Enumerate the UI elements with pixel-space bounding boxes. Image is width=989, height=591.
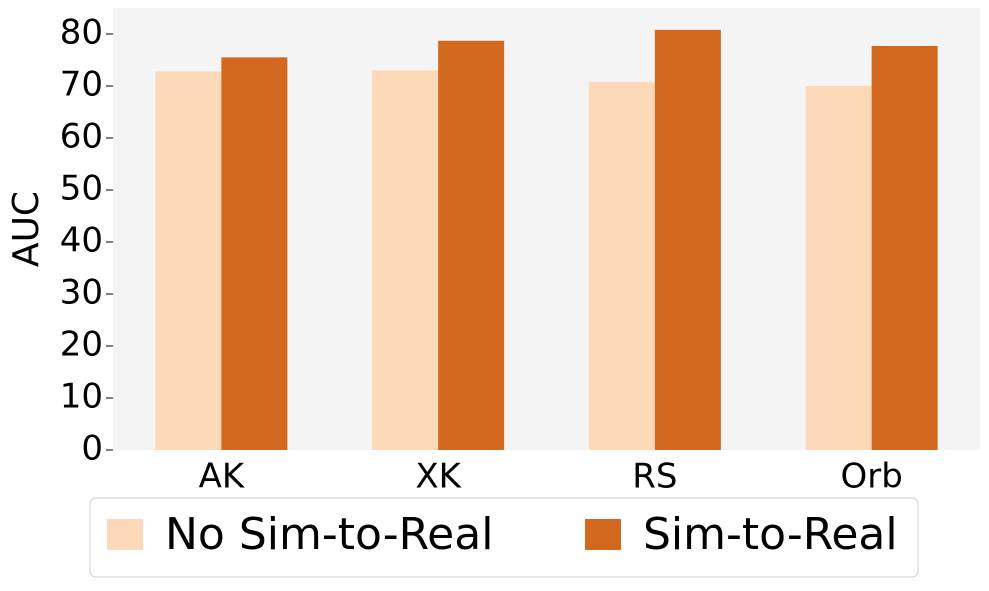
x-tick-label: Orb	[840, 457, 902, 497]
bar	[155, 71, 222, 450]
bar	[221, 57, 288, 451]
x-tick-label: XK	[415, 457, 462, 497]
y-tick-label: 50	[60, 169, 103, 209]
bar	[871, 45, 938, 451]
bar	[588, 81, 655, 450]
y-tick-label: 70	[60, 65, 103, 105]
bar	[372, 70, 439, 451]
y-tick-label: 20	[60, 325, 103, 365]
bar	[438, 40, 505, 450]
legend-label: Sim-to-Real	[643, 509, 898, 560]
y-tick-label: 80	[60, 13, 103, 53]
y-tick-label: 0	[81, 429, 103, 469]
x-tick-label: AK	[199, 457, 246, 497]
y-tick-label: 10	[60, 377, 103, 417]
legend-swatch	[107, 519, 143, 550]
legend	[89, 497, 919, 578]
y-tick-label: 60	[60, 117, 103, 157]
y-tick-label: 40	[60, 221, 103, 261]
y-tick-label: 30	[60, 273, 103, 313]
legend-label: No Sim-to-Real	[165, 509, 493, 560]
y-axis-label: AUC	[6, 191, 47, 267]
x-tick-label: RS	[632, 457, 677, 497]
bar	[805, 86, 872, 450]
bar	[654, 29, 721, 451]
legend-swatch	[585, 519, 621, 550]
